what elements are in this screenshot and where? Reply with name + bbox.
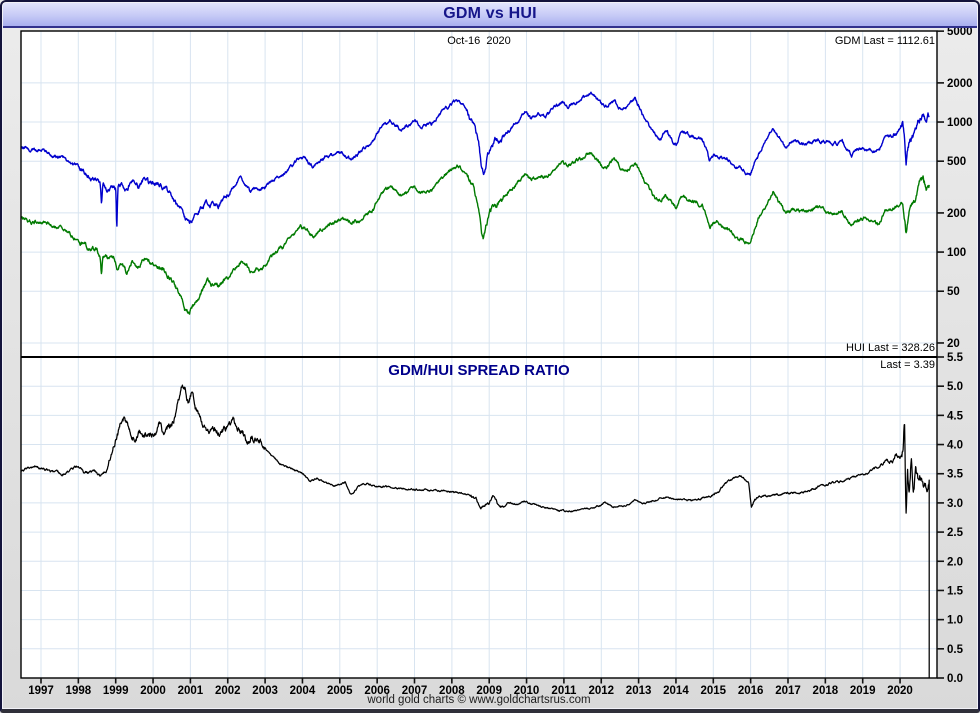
xtick-label: 2003 (252, 685, 278, 697)
xtick-label: 2005 (327, 685, 353, 697)
xtick-label: 2004 (290, 685, 316, 697)
gdm-last-label: GDM Last = 1112.61 (834, 35, 935, 47)
xtick-label: 2014 (663, 685, 689, 697)
ytick-label: 5.5 (947, 352, 964, 364)
date-label: Oct-16 2020 (447, 35, 511, 47)
plot-frame (20, 30, 938, 679)
series-gdm-hui-ratio (21, 384, 930, 678)
ytick-label: 3.5 (947, 469, 964, 481)
ratio-last-label: Last = 3.39 (880, 359, 935, 371)
ytick-label: 2.0 (947, 556, 963, 568)
ytick-label: 0.0 (947, 673, 963, 685)
xtick-label: 2012 (588, 685, 614, 697)
ytick-label: 1000 (947, 117, 973, 129)
xtick-label: 1998 (66, 685, 92, 697)
ytick-label: 3.0 (947, 498, 963, 510)
ytick-label: 20 (947, 338, 960, 350)
ytick-label: 0.5 (947, 644, 964, 656)
xtick-label: 2002 (215, 685, 241, 697)
xtick-label: 2008 (439, 685, 465, 697)
xtick-label: 2017 (775, 685, 801, 697)
ytick-label: 1.5 (947, 585, 964, 597)
xtick-label: 2016 (738, 685, 764, 697)
ytick-label: 2000 (947, 78, 973, 90)
ytick-label: 2.5 (947, 527, 964, 539)
xtick-label: 2020 (887, 685, 913, 697)
xtick-label: 2015 (701, 685, 727, 697)
xtick-label: 1997 (28, 685, 54, 697)
xtick-label: 2009 (476, 685, 502, 697)
xtick-label: 2001 (178, 685, 204, 697)
xtick-label: 2019 (850, 685, 876, 697)
footer-credit: world gold charts © www.goldchartsrus.co… (367, 694, 591, 706)
xtick-label: 2006 (364, 685, 390, 697)
xtick-label: 1999 (103, 685, 129, 697)
hui-last-label: HUI Last = 328.26 (846, 342, 935, 354)
ytick-label: 1.0 (947, 615, 963, 627)
series-gdm (21, 91, 930, 227)
xtick-label: 2010 (514, 685, 540, 697)
xtick-label: 2000 (140, 685, 166, 697)
xtick-label: 2011 (551, 685, 577, 697)
ytick-label: 500 (947, 156, 966, 168)
plot-borders (20, 30, 938, 679)
plot-background (21, 31, 937, 678)
window-title: GDM vs HUI (443, 5, 537, 22)
ytick-label: 100 (947, 247, 966, 259)
xtick-label: 2013 (626, 685, 652, 697)
xtick-label: 2007 (402, 685, 428, 697)
right-axis: 5000 2000 1000 500 200 100 50 20 5.5 5.0 4.5 4.0 3.5… (937, 26, 973, 685)
ytick-label: 200 (947, 208, 966, 220)
ytick-label: 50 (947, 286, 960, 298)
ytick-label: 5.0 (947, 381, 963, 393)
spread-ratio-title: GDM/HUI SPREAD RATIO (388, 362, 570, 379)
x-axis: 1997 1998 1999 2000 2001 2002 2003 2004 2005 2006… (28, 678, 913, 697)
ytick-label: 5000 (947, 26, 973, 38)
ytick-label: 4.5 (947, 410, 964, 422)
ytick-label: 4.0 (947, 440, 963, 452)
series-hui (21, 151, 930, 315)
xtick-label: 2018 (813, 685, 839, 697)
window-titlebar: GDM vs HUI (2, 2, 978, 28)
